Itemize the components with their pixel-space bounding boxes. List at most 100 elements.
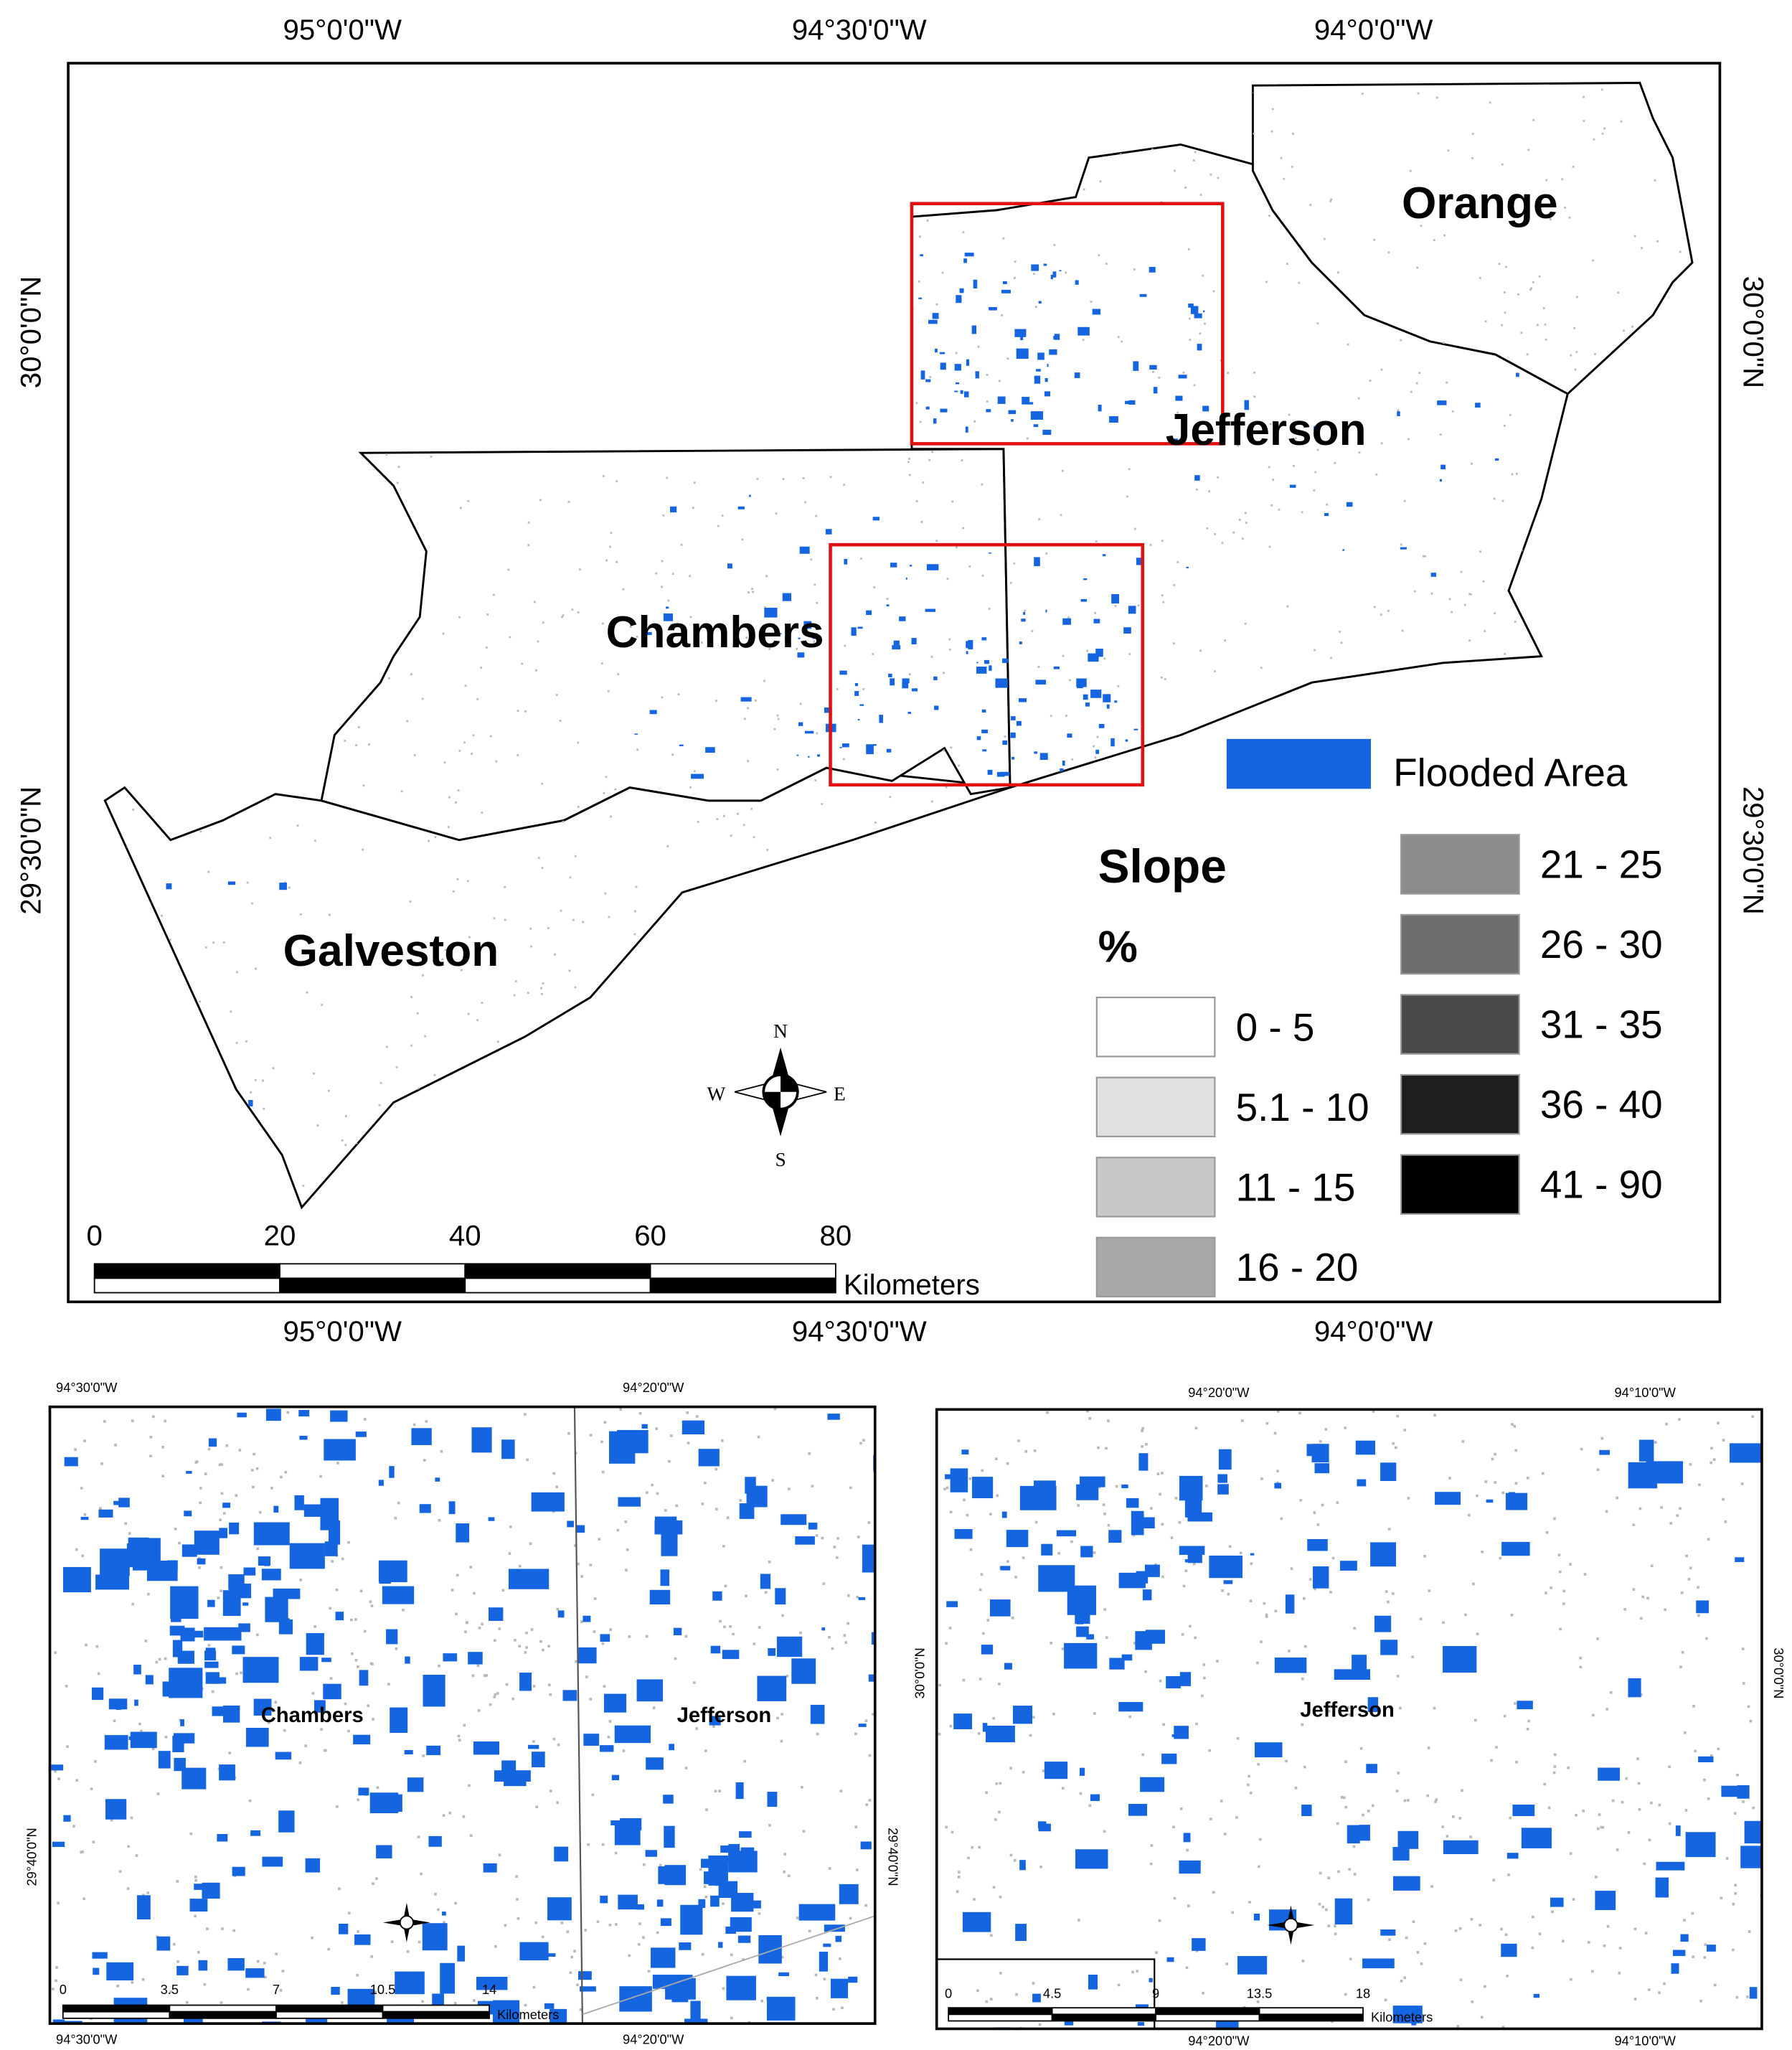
flood-patch [740, 1847, 755, 1868]
slope-speck [985, 1791, 988, 1795]
slope-speck [1006, 889, 1009, 892]
slope-speck [350, 1618, 353, 1622]
slope-speck [232, 222, 235, 225]
slope-speck [1046, 804, 1049, 807]
slope-speck [472, 164, 474, 166]
scale-segment [93, 1277, 280, 1294]
flood-patch [890, 563, 897, 568]
flood-patch [1000, 1566, 1011, 1571]
slope-speck [1328, 1710, 1331, 1713]
scale-segment [62, 2004, 171, 2013]
flood-patch [423, 1674, 445, 1707]
slope-speck [356, 1973, 359, 1977]
flood-patch [664, 1825, 675, 1848]
slope-speck [1694, 1749, 1697, 1753]
slope-speck [438, 1664, 440, 1668]
flood-patch [554, 1846, 569, 1862]
flood-patch [886, 748, 892, 753]
slope-speck [816, 601, 819, 604]
slope-speck [1045, 553, 1048, 555]
flood-patch [1197, 344, 1202, 351]
slope-speck [299, 913, 302, 916]
slope-speck [950, 746, 953, 749]
slope-speck [1253, 395, 1256, 398]
slope-speck [687, 1442, 690, 1444]
slope-speck [1077, 1504, 1080, 1507]
slope-speck [412, 1423, 416, 1426]
slope-speck [1415, 382, 1418, 385]
slope-speck [1057, 1551, 1060, 1555]
slope-speck [201, 527, 204, 530]
slope-speck [1621, 669, 1624, 672]
slope-speck [859, 1442, 862, 1445]
flood-patch [886, 604, 890, 607]
flood-patch [1334, 1898, 1353, 1925]
slope-speck [321, 1004, 324, 1006]
slope-speck [126, 1887, 130, 1890]
lat-label: 29°40'0"N [24, 1828, 39, 1886]
slope-speck [1603, 433, 1606, 436]
slope-speck [1265, 1615, 1268, 1618]
slope-speck [992, 1716, 996, 1720]
slope-speck [1698, 1080, 1700, 1082]
slope-speck [533, 601, 536, 603]
flood-patch [353, 1734, 371, 1745]
slope-speck [1093, 1154, 1096, 1157]
slope-speck [1669, 1522, 1673, 1525]
flood-patch [1599, 1449, 1610, 1455]
slope-speck [476, 1664, 480, 1668]
slope-speck [1710, 1461, 1712, 1464]
slope-speck [821, 909, 824, 912]
flood-patch [1038, 301, 1042, 304]
slope-speck [113, 1197, 115, 1200]
slope-speck [1003, 1154, 1006, 1157]
flood-patch [984, 659, 990, 664]
slope-speck [1545, 179, 1548, 182]
scale-segment [464, 1277, 651, 1294]
slope-speck [1712, 1458, 1716, 1461]
slope-speck [1476, 1632, 1479, 1635]
slope-speck [364, 246, 367, 248]
slope-speck [1348, 735, 1351, 738]
slope-speck [1603, 573, 1605, 576]
flood-patch [1133, 728, 1138, 730]
flood-patch [1671, 1963, 1679, 1974]
slope-speck [745, 267, 747, 270]
slope-speck [110, 245, 113, 248]
slope-speck [695, 1415, 699, 1418]
slope-speck [1399, 1706, 1402, 1710]
slope-speck [483, 1674, 486, 1678]
flood-patch [749, 494, 751, 497]
slope-speck [887, 1073, 889, 1076]
flood-patch [839, 670, 847, 675]
slope-speck [1742, 1800, 1745, 1803]
flood-patch [1080, 598, 1088, 602]
flood-patch [890, 678, 895, 686]
slope-speck [481, 1622, 484, 1626]
slope-speck [548, 1683, 551, 1687]
slope-speck [884, 841, 887, 844]
slope-speck [171, 733, 174, 735]
slope-speck [874, 822, 877, 824]
slope-speck [128, 1532, 131, 1535]
slope-speck [141, 1978, 145, 1981]
slope-speck [412, 137, 415, 140]
flood-patch [428, 1835, 442, 1847]
slope-speck [280, 751, 283, 753]
slope-speck [1428, 1589, 1431, 1592]
flood-patch [1347, 502, 1353, 507]
slope-speck [439, 105, 442, 108]
slope-speck [919, 420, 922, 423]
slope-speck [199, 1487, 202, 1490]
slope-speck [847, 1622, 849, 1625]
slope-speck [1053, 244, 1056, 246]
slope-speck [765, 1220, 767, 1222]
slope-speck [1225, 1051, 1228, 1054]
flood-patch [468, 1652, 483, 1665]
slope-speck [320, 1226, 322, 1228]
slope-speck [410, 673, 412, 676]
flood-patch [663, 613, 673, 621]
slope-speck [1594, 353, 1596, 355]
slope-speck [1015, 116, 1017, 118]
slope-speck [1648, 1838, 1651, 1842]
